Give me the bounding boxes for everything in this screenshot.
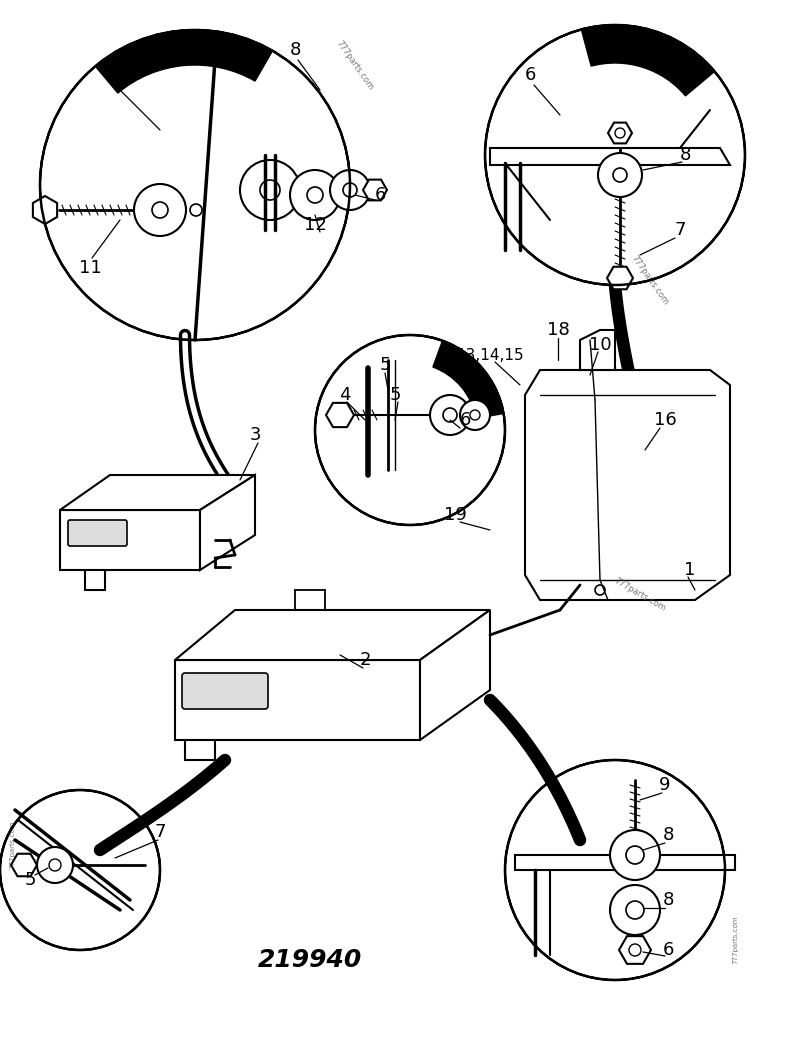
Text: 5: 5 (390, 386, 401, 404)
Text: 7: 7 (674, 221, 686, 239)
Wedge shape (433, 341, 503, 419)
FancyBboxPatch shape (182, 673, 268, 709)
Text: 3: 3 (250, 426, 261, 444)
Text: 8: 8 (662, 826, 674, 844)
Text: 12: 12 (303, 216, 326, 234)
Polygon shape (619, 936, 651, 964)
Polygon shape (175, 611, 490, 660)
Circle shape (330, 170, 370, 210)
Text: 6: 6 (459, 411, 470, 429)
Polygon shape (580, 330, 615, 370)
Text: 6: 6 (662, 941, 674, 959)
Polygon shape (420, 611, 490, 740)
Circle shape (460, 400, 490, 430)
Circle shape (626, 901, 644, 919)
Circle shape (315, 335, 505, 524)
Text: 7: 7 (154, 823, 166, 841)
Text: 19: 19 (443, 506, 466, 524)
Circle shape (505, 759, 725, 980)
Circle shape (290, 170, 340, 220)
Text: 5: 5 (379, 356, 390, 374)
Text: 5: 5 (24, 871, 36, 889)
Polygon shape (515, 855, 735, 870)
Polygon shape (60, 510, 200, 570)
Polygon shape (11, 854, 37, 876)
Text: 13,14,15: 13,14,15 (456, 347, 524, 363)
Polygon shape (200, 475, 255, 570)
Circle shape (485, 25, 745, 285)
Circle shape (470, 410, 480, 420)
Polygon shape (363, 179, 387, 200)
Circle shape (443, 408, 457, 422)
Text: 10: 10 (589, 336, 611, 354)
Circle shape (152, 202, 168, 218)
Circle shape (343, 183, 357, 197)
Text: 1: 1 (684, 561, 696, 579)
Text: 777parts.com: 777parts.com (334, 39, 375, 91)
Circle shape (0, 790, 160, 950)
Text: 11: 11 (78, 259, 102, 277)
Polygon shape (525, 370, 730, 600)
Text: 219940: 219940 (258, 948, 362, 972)
Wedge shape (582, 25, 714, 95)
Circle shape (613, 168, 627, 181)
Polygon shape (607, 266, 633, 290)
Circle shape (610, 830, 660, 880)
Polygon shape (608, 123, 632, 144)
Circle shape (598, 153, 642, 197)
Text: 777parts.com: 777parts.com (9, 820, 15, 870)
Circle shape (626, 845, 644, 864)
Text: 16: 16 (654, 411, 676, 429)
Text: 2: 2 (359, 651, 370, 669)
Circle shape (49, 859, 61, 871)
Text: 777parts.com: 777parts.com (630, 254, 670, 306)
Circle shape (610, 885, 660, 935)
Circle shape (40, 30, 350, 340)
Circle shape (307, 187, 323, 204)
Circle shape (134, 184, 186, 236)
Circle shape (430, 395, 470, 435)
Text: 6: 6 (374, 186, 386, 204)
Text: 8: 8 (114, 71, 126, 89)
Text: 8: 8 (290, 41, 301, 59)
Circle shape (240, 160, 300, 220)
Text: 777parts.com: 777parts.com (613, 577, 667, 614)
Circle shape (260, 180, 280, 200)
FancyBboxPatch shape (68, 520, 127, 545)
Text: 9: 9 (659, 776, 670, 794)
Text: 4: 4 (339, 386, 350, 404)
Polygon shape (60, 475, 255, 510)
Polygon shape (33, 196, 57, 224)
Text: 18: 18 (546, 321, 570, 339)
Polygon shape (326, 403, 354, 427)
Text: 8: 8 (662, 891, 674, 909)
Wedge shape (95, 30, 273, 93)
Polygon shape (175, 660, 420, 740)
Polygon shape (490, 148, 730, 165)
Text: 777parts.com: 777parts.com (732, 916, 738, 964)
Text: 8: 8 (679, 146, 690, 164)
Circle shape (37, 847, 73, 883)
Text: 6: 6 (524, 66, 536, 84)
